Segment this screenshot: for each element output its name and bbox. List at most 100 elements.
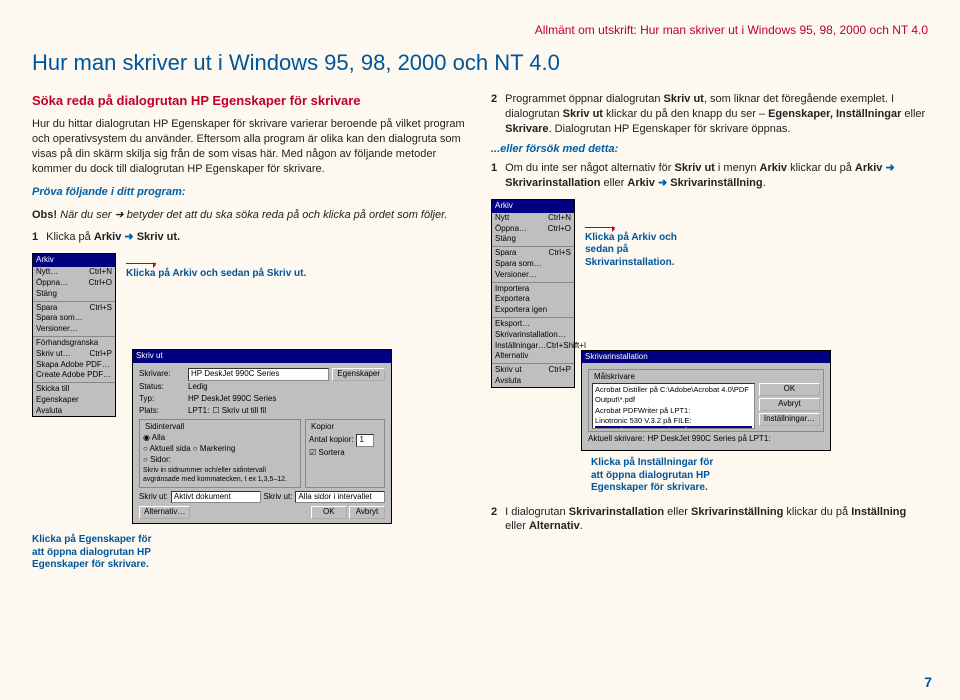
menu-item[interactable]: Spara som… [33,313,115,324]
printer-listbox[interactable]: Acrobat Distiller på C:\Adobe\Acrobat 4.… [592,383,755,429]
menu-item[interactable]: Öppna…Ctrl+O [492,224,574,235]
ok-button[interactable]: OK [759,383,820,396]
menu-item[interactable]: Alternativ [492,351,574,362]
egenskaper-button[interactable]: Egenskaper [332,368,385,381]
list-item[interactable]: HP DeskJet 990C Series på LPT1: [595,426,752,430]
callout-egenskaper: Klicka på Egenskaper för att öppna dialo… [32,534,152,572]
right-column: 2 Programmet öppnar dialogrutan Skriv ut… [491,92,928,572]
menu-item[interactable]: Skriv utCtrl+P [492,365,574,376]
range-title: Sidintervall [143,422,186,433]
step-2: 2 Programmet öppnar dialogrutan Skriv ut… [491,92,928,137]
menu-item[interactable]: Stäng [33,289,115,300]
arrow-icon: ➜ [655,177,670,189]
list-item[interactable]: Acrobat Distiller på C:\Adobe\Acrobat 4.… [595,385,752,405]
leader-line [585,227,615,228]
range-pages[interactable]: ○ Sidor: [143,455,297,466]
copies-label: Antal kopior: [309,435,353,446]
menu-item[interactable]: Förhandsgranska [33,338,115,349]
place-label: Plats: [139,406,185,417]
menu-item[interactable]: Importera [492,284,574,295]
menu-item[interactable]: Spara som… [492,259,574,270]
header-strip: Allmänt om utskrift: Hur man skriver ut … [32,22,928,38]
copies-title: Kopior [309,422,336,433]
skrivut-label: Skriv ut: [139,492,168,503]
step-1b: 1 Om du inte ser något alternativ för Sk… [491,161,928,191]
status-label: Status: [139,382,185,393]
arkiv-menu-screenshot-b: Arkiv NyttCtrl+NÖppna…Ctrl+OStäng SparaCt… [491,199,575,388]
list-item[interactable]: Acrobat PDFWriter på LPT1: [595,406,752,416]
print-dialog-screenshot: Skriv ut Skrivare: HP DeskJet 990C Serie… [132,349,392,524]
page-number: 7 [924,673,932,692]
cancel-button[interactable]: Avbryt [349,506,385,519]
callout-install-button: Klicka på Inställningar för att öppna di… [591,457,721,495]
page-title: Hur man skriver ut i Windows 95, 98, 200… [32,48,928,78]
step-number: 1 [32,230,38,245]
menu-item[interactable]: Avsluta [33,406,115,417]
range-all[interactable]: ◉ Alla [143,433,297,444]
printer-label: Skrivare: [139,369,185,380]
callout-text: Klicka på Egenskaper för att öppna dialo… [32,534,152,572]
menu-item[interactable]: Eksport… [492,319,574,330]
obs-label: Obs! [32,209,57,221]
to-file-checkbox[interactable]: ☐ Skriv ut till fil [212,406,266,417]
target-printer-label: Målskrivare [592,372,637,383]
type-value: HP DeskJet 990C Series [188,394,276,405]
obs-body: När du ser ➜ betyder det att du ska söka… [57,209,447,221]
menu-item[interactable]: Egenskaper [33,395,115,406]
menu-item[interactable]: Skicka till [33,384,115,395]
dialog-title: Skrivarinstallation [582,351,830,364]
menu-item[interactable]: Stäng [492,234,574,245]
arrow-icon: ➜ [882,162,894,174]
list-item[interactable]: Linotronic 530 V.3.2 på FILE: [595,416,752,426]
menu-item[interactable]: Öppna…Ctrl+O [33,278,115,289]
skrivut-value[interactable]: Aktivt dokument [171,491,261,504]
install-dialog-screenshot: Skrivarinstallation Målskrivare Acrobat … [581,350,831,451]
callout-text: Klicka på Arkiv och sedan på Skriv ut. [126,268,306,281]
menu-item[interactable]: Exportera igen [492,305,574,316]
alternativ-button[interactable]: Alternativ… [139,506,190,519]
arrow-icon: ➜ [121,231,136,243]
step-bold-2: Skriv ut. [137,231,180,243]
pages-value[interactable]: Alla sidor i intervallet [295,491,385,504]
printer-value: HP DeskJet 990C Series [188,368,329,381]
arkiv-menu-screenshot: Arkiv Nytt…Ctrl+NÖppna…Ctrl+OStäng SparaC… [32,253,116,417]
cancel-button[interactable]: Avbryt [759,398,820,411]
ok-button[interactable]: OK [311,506,347,519]
intro-text: Hur du hittar dialogrutan HP Egenskaper … [32,117,469,176]
type-label: Typ: [139,394,185,405]
step-bold: Arkiv [94,231,122,243]
place-value: LPT1: [188,406,209,417]
sort-checkbox[interactable]: ☑ Sortera [309,448,381,459]
leader-line [126,263,156,264]
step-number: 1 [491,161,497,191]
pages-label: Skriv ut: [264,492,293,503]
menu-item[interactable]: Avsluta [492,376,574,387]
copies-value[interactable]: 1 [356,434,374,447]
left-column: Söka reda på dialogrutan HP Egenskaper f… [32,92,469,572]
menu-item[interactable]: NyttCtrl+N [492,213,574,224]
status-value: Ledig [188,382,208,393]
menu-item[interactable]: Skriv ut…Ctrl+P [33,349,115,360]
callout-text: Klicka på Arkiv och sedan på Skrivarinst… [585,232,695,270]
callout-text: Klicka på Inställningar för att öppna di… [591,457,721,495]
menu-title: Arkiv [33,254,115,267]
settings-button[interactable]: Inställningar… [759,413,820,426]
menu-item[interactable]: Versioner… [492,270,574,281]
obs-note: Obs! När du ser ➜ betyder det att du ska… [32,208,469,223]
range-current[interactable]: ○ Aktuell sida ○ Markering [143,444,297,455]
step-number: 2 [491,505,497,535]
menu-item[interactable]: SparaCtrl+S [33,303,115,314]
menu-item[interactable]: SparaCtrl+S [492,248,574,259]
menu-item[interactable]: Skrivarinstallation… [492,330,574,341]
menu-item[interactable]: Nytt…Ctrl+N [33,267,115,278]
try-heading: ...eller försök med detta: [491,142,928,157]
menu-item[interactable]: Skapa Adobe PDF… [33,360,115,371]
menu-item[interactable]: Create Adobe PDF… [33,370,115,381]
step-text: Klicka på [46,231,94,243]
menu-item[interactable]: Inställningar…Ctrl+Shift+I [492,341,574,352]
menu-title: Arkiv [492,200,574,213]
menu-item[interactable]: Versioner… [33,324,115,335]
step-1: 1 Klicka på Arkiv ➜ Skriv ut. [32,230,469,245]
menu-item[interactable]: Exportera [492,294,574,305]
step-number: 2 [491,92,497,137]
